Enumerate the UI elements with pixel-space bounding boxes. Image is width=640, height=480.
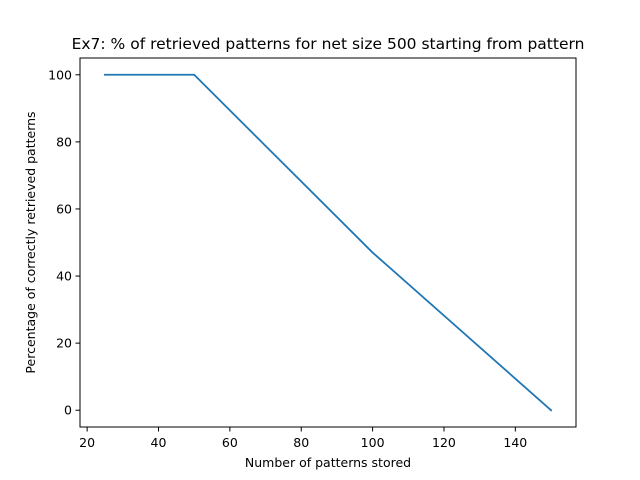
y-tick-label: 80: [56, 134, 72, 149]
plot-area: [79, 57, 577, 428]
y-tick-label: 20: [56, 336, 72, 351]
y-tick-label: 100: [48, 67, 72, 82]
x-tick-label: 40: [151, 435, 167, 450]
x-tick-label: 20: [79, 435, 95, 450]
x-tick-label: 60: [222, 435, 238, 450]
series-line: [104, 73, 553, 412]
data-point: [371, 251, 374, 254]
x-tick-label: 120: [432, 435, 456, 450]
y-axis-label: Percentage of correctly retrieved patter…: [23, 111, 38, 373]
y-axis: 0 20 40 60 80 100: [48, 67, 80, 418]
series-layer: [104, 73, 553, 412]
x-tick-label: 80: [293, 435, 309, 450]
chart-title: Ex7: % of retrieved patterns for net siz…: [72, 35, 585, 53]
x-axis: 20 40 60 80 100 120 140: [79, 427, 527, 450]
x-axis-label: Number of patterns stored: [245, 455, 411, 470]
plot-frame: [79, 57, 577, 428]
x-tick-label: 140: [503, 435, 527, 450]
data-point: [550, 409, 552, 412]
data-point: [104, 73, 106, 76]
y-tick-label: 0: [64, 403, 72, 418]
data-point: [193, 73, 196, 76]
y-tick-label: 60: [56, 201, 72, 216]
y-tick-label: 40: [56, 269, 72, 284]
x-tick-label: 100: [361, 435, 385, 450]
